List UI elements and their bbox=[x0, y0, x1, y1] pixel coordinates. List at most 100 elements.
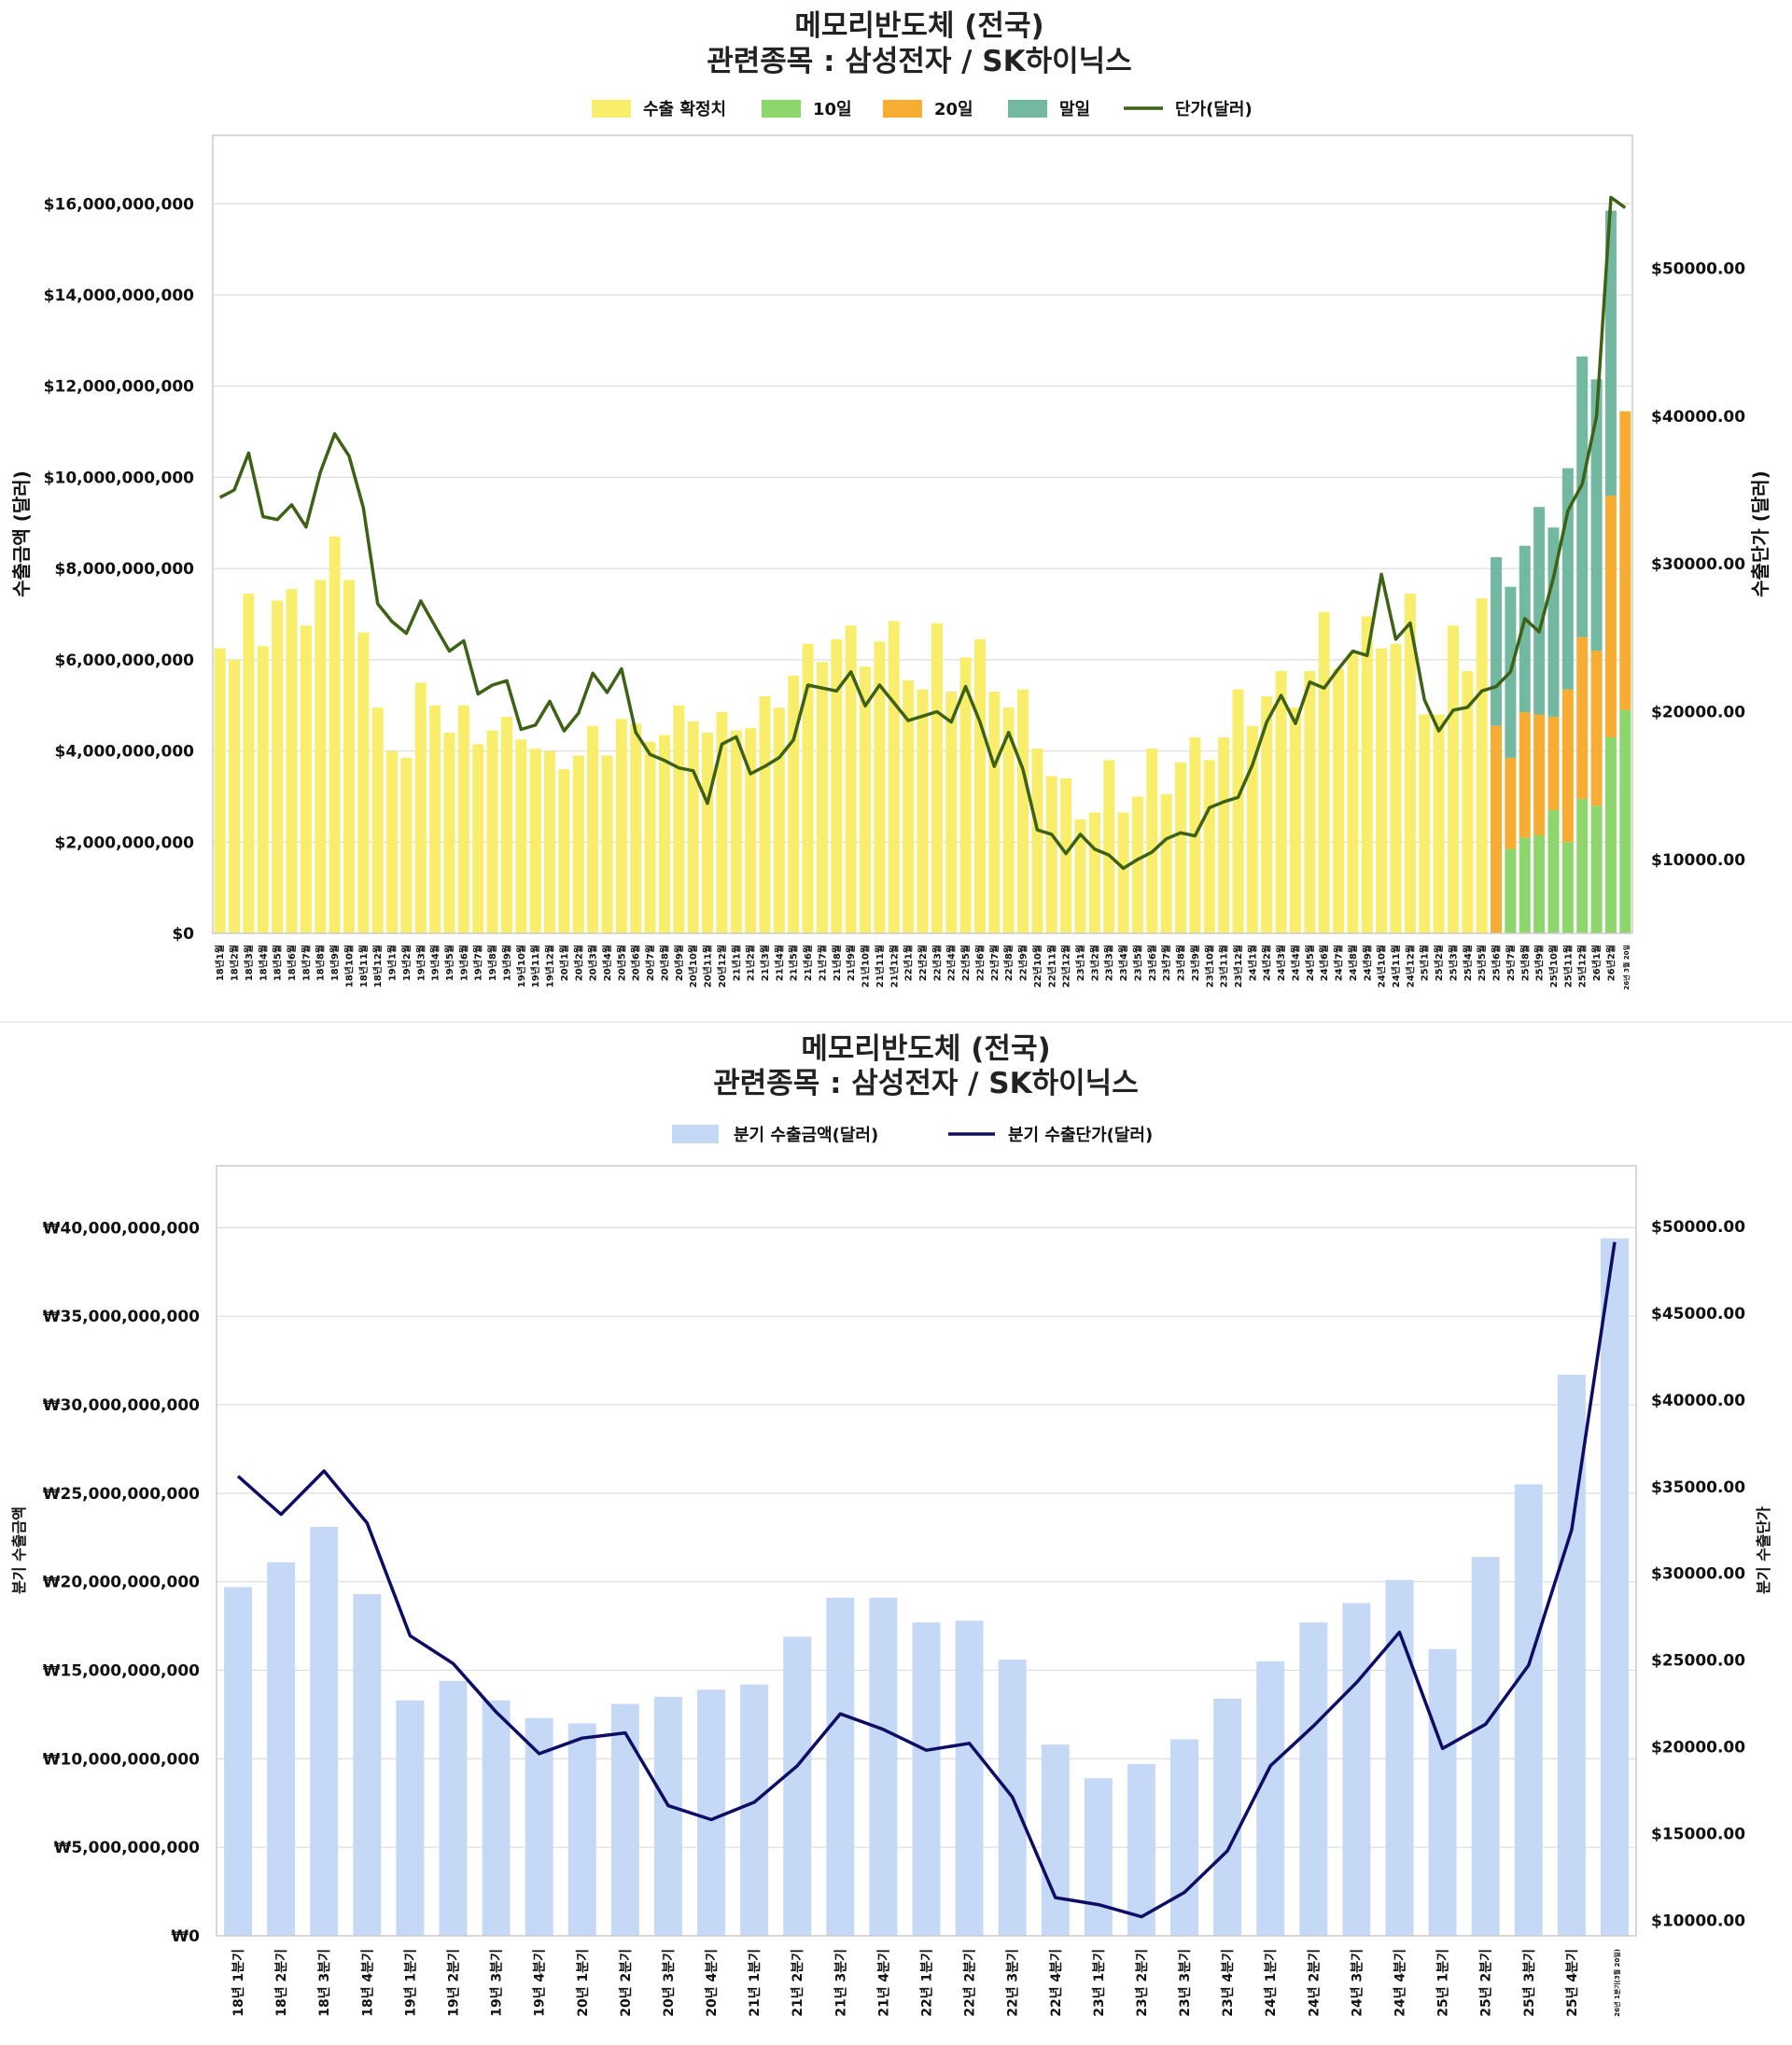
chart1-price-series bbox=[218, 195, 1627, 871]
chart2-bar bbox=[353, 1593, 382, 1936]
chart1-bar-end bbox=[1491, 556, 1503, 726]
chart2-right-tick-label: $45000.00 bbox=[1651, 1305, 1745, 1324]
chart1-x-tick-label: 23년10월 bbox=[1203, 945, 1215, 987]
chart1-right-tick-label: $40000.00 bbox=[1651, 408, 1745, 427]
chart2-x-tick-label: 21년 4분기 bbox=[876, 1949, 891, 2017]
chart2-x-tick-label: 22년 3분기 bbox=[1006, 1949, 1021, 2017]
chart2-right-tick-label: $20000.00 bbox=[1651, 1738, 1745, 1757]
chart1-bar-confirmed bbox=[1390, 643, 1402, 933]
chart2-x-tick-label: 20년 3분기 bbox=[662, 1949, 677, 2017]
chart1-left-tick-label: $2,000,000,000 bbox=[55, 833, 195, 852]
chart2-bar bbox=[740, 1684, 769, 1936]
chart1-x-tick-label: 21년10월 bbox=[860, 945, 872, 987]
chart2-x-tick-label: 24년 4분기 bbox=[1393, 1949, 1408, 2017]
chart2-bar bbox=[1514, 1484, 1543, 1936]
chart2-x-tick-label: 25년 1분기 bbox=[1436, 1949, 1451, 2017]
chart2-title-line2: 관련종목 : 삼성전자 / SK하이닉스 bbox=[713, 1067, 1138, 1100]
chart1-bar-confirmed bbox=[286, 589, 298, 933]
chart1-bar-confirmed bbox=[1131, 796, 1143, 933]
chart2-x-tick-label: 25년 4분기 bbox=[1565, 1949, 1580, 2017]
chart1-bar-confirmed bbox=[500, 716, 512, 933]
chart1-x-tick-label: 22년1월 bbox=[903, 945, 915, 981]
chart1-x-tick-label: 19년10월 bbox=[515, 945, 527, 987]
chart2-bar bbox=[869, 1597, 898, 1936]
chart1-x-tick-label: 25년7월 bbox=[1505, 945, 1517, 981]
chart2-title-line1: 메모리반도체 (전국) bbox=[801, 1032, 1050, 1066]
chart1-legend-label: 10일 bbox=[813, 100, 852, 119]
chart1-bar-confirmed bbox=[630, 723, 642, 933]
chart2-x-tick-label: 25년 2분기 bbox=[1479, 1949, 1494, 2017]
chart2-x-tick-label: 18년 1분기 bbox=[231, 1949, 246, 2017]
chart1-bar-confirmed bbox=[558, 769, 570, 933]
chart1-x-tick-label: 19년2월 bbox=[400, 945, 413, 981]
chart2-right-axis-label: 분기 수출단가 bbox=[1755, 1506, 1772, 1594]
chart1-bar-confirmed bbox=[788, 675, 800, 933]
chart2-x-tick-label: 19년 2분기 bbox=[447, 1949, 462, 2017]
chart1-x-tick-label: 21년2월 bbox=[745, 945, 757, 981]
chart1-x-tick-label: 22년6월 bbox=[974, 945, 987, 981]
chart1-x-tick-label: 20년12월 bbox=[716, 945, 728, 987]
chart1-bar-10d bbox=[1519, 837, 1531, 933]
chart2-right-tick-label: $15000.00 bbox=[1651, 1825, 1745, 1843]
chart1-x-tick-label: 21년6월 bbox=[802, 945, 814, 981]
chart1-x-tick-label: 20년9월 bbox=[673, 945, 685, 981]
chart2-bar bbox=[1471, 1557, 1500, 1936]
chart1-x-tick-label: 26년1월 bbox=[1590, 945, 1603, 981]
chart1-bar-end bbox=[1533, 507, 1546, 715]
chart1-x-tick-label: 25년12월 bbox=[1576, 945, 1589, 987]
chart1-x-tick-label: 24년7월 bbox=[1333, 945, 1345, 981]
chart1-x-tick-label: 23년8월 bbox=[1175, 945, 1187, 981]
chart1-x-tick-label: 21년3월 bbox=[759, 945, 771, 981]
quarterly-export-chart: 메모리반도체 (전국) 관련종목 : 삼성전자 / SK하이닉스 분기 수출금액… bbox=[10, 1032, 1772, 2017]
chart1-legend-swatch bbox=[1008, 100, 1047, 118]
chart1-bar-confirmed bbox=[472, 744, 484, 933]
chart2-x-tick-label: 22년 1분기 bbox=[920, 1949, 935, 2017]
chart2-bar bbox=[396, 1700, 425, 1936]
chart2-x-tick-label: 23년 3분기 bbox=[1178, 1949, 1193, 2017]
chart2-bar bbox=[1170, 1739, 1199, 1936]
chart2-x-tick-label: 21년 1분기 bbox=[748, 1949, 763, 2017]
chart1-x-tick-label: 19년8월 bbox=[486, 945, 498, 981]
chart1-bar-end bbox=[1561, 468, 1574, 690]
chart1-legend-swatch bbox=[592, 100, 631, 118]
chart1-x-tick-label: 22년11월 bbox=[1045, 945, 1057, 987]
chart2-bar bbox=[224, 1587, 253, 1936]
chart1-x-tick-label: 22년7월 bbox=[988, 945, 1001, 981]
chart1-right-tick-label: $20000.00 bbox=[1651, 704, 1745, 722]
chart1-bar-confirmed bbox=[1246, 725, 1258, 933]
chart1-x-tick-label: 20년6월 bbox=[630, 945, 642, 981]
chart1-price-line bbox=[218, 195, 1627, 871]
chart1-x-tick-label: 24년9월 bbox=[1361, 945, 1373, 981]
chart1-bar-10d bbox=[1604, 736, 1617, 933]
chart1-x-tick-label: 24년11월 bbox=[1390, 945, 1402, 987]
chart1-x-tick-label: 23년4월 bbox=[1117, 945, 1129, 981]
chart2-left-tick-label: ₩25,000,000,000 bbox=[43, 1485, 200, 1504]
chart2-right-tick-label: $10000.00 bbox=[1651, 1912, 1745, 1930]
chart1-bar-confirmed bbox=[329, 536, 341, 933]
chart1-bar-20d bbox=[1619, 411, 1631, 710]
chart1-x-tick-label: 19년6월 bbox=[457, 945, 469, 981]
chart1-bar-confirmed bbox=[759, 695, 771, 933]
chart2-bar bbox=[1428, 1648, 1457, 1936]
chart1-bar-confirmed bbox=[860, 666, 872, 933]
chart1-right-tick-label: $30000.00 bbox=[1651, 555, 1745, 574]
chart2-legend-swatch bbox=[672, 1125, 719, 1143]
chart2-legend-label: 분기 수출단가(달러) bbox=[1008, 1126, 1153, 1145]
chart1-x-tick-label: 23년5월 bbox=[1132, 945, 1144, 981]
chart1-bar-10d bbox=[1547, 810, 1560, 933]
chart1-bar-confirmed bbox=[300, 625, 312, 933]
chart1-right-axis-label: 수출단가 (달러) bbox=[1749, 470, 1771, 597]
chart1-bar-confirmed bbox=[1318, 611, 1330, 933]
chart2-price-series bbox=[236, 1241, 1617, 1919]
chart1-bar-confirmed bbox=[615, 719, 627, 933]
chart1-x-tick-label: 22년12월 bbox=[1060, 945, 1072, 987]
chart1-x-tick-label: 23년1월 bbox=[1074, 945, 1086, 981]
chart2-x-tick-label: 18년 3분기 bbox=[317, 1949, 332, 2017]
chart1-bar-20d bbox=[1604, 495, 1617, 737]
chart1-bar-confirmed bbox=[802, 643, 814, 933]
chart1-x-tick-label: 21년12월 bbox=[888, 945, 900, 987]
chart1-x-tick-label: 18년3월 bbox=[243, 945, 255, 981]
chart1-bar-confirmed bbox=[386, 750, 399, 933]
chart1-legend-swatch bbox=[762, 100, 801, 118]
chart1-x-tick-label: 25년5월 bbox=[1476, 945, 1488, 981]
